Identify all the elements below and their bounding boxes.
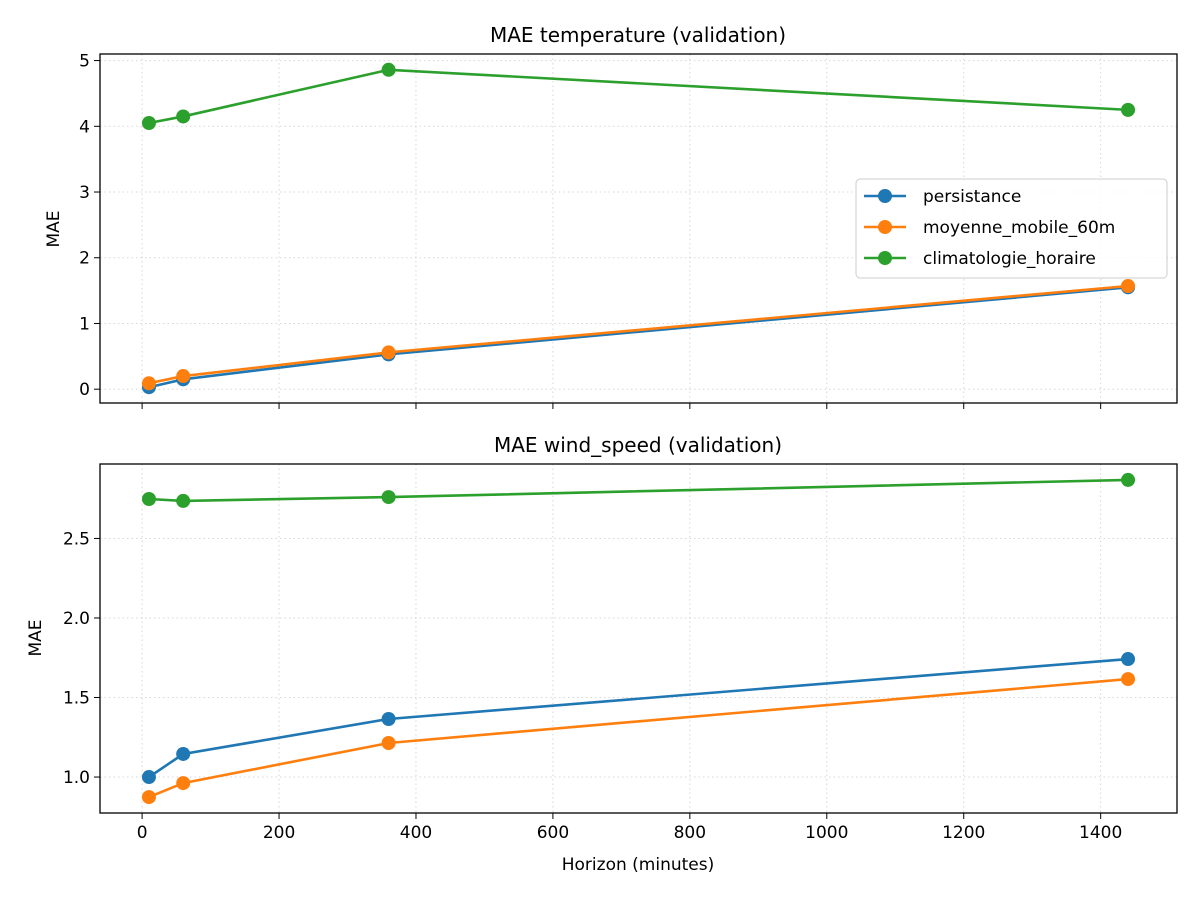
legend-label-persistance: persistance	[923, 187, 1021, 207]
wind-speed-point-moyenne-mobile-60m	[381, 736, 396, 751]
temperature-line-climatologie-horaire	[148, 68, 1129, 125]
temperature-ylabel: MAE	[44, 210, 64, 247]
legend-marker-persistance	[878, 189, 892, 203]
temperature-frame	[99, 53, 1178, 404]
temperature-ytick-label: 5	[79, 52, 90, 72]
wind-speed-point-persistance	[381, 711, 396, 726]
wind-speed-point-persistance	[176, 746, 191, 761]
wind-speed-frame	[99, 463, 1178, 814]
wind-speed-point-climatologie-horaire	[381, 490, 396, 505]
legend: persistance moyenne_mobile_60m climatologi…	[855, 178, 1168, 279]
temperature-title: MAE temperature (validation)	[490, 23, 786, 47]
wind-speed-xtick-label: 400	[400, 823, 432, 843]
wind-speed-ylabel: MAE	[26, 619, 46, 656]
temperature-ytick-label: 1	[79, 314, 90, 334]
temperature-point-climatologie-horaire	[141, 116, 156, 131]
temperature-axes: MAE temperature (validation) MAE 0 1 2 3 4 5 p…	[44, 23, 1178, 409]
wind-speed-xtick-label: 800	[674, 823, 706, 843]
wind-speed-point-climatologie-horaire	[141, 491, 156, 506]
wind-speed-xtick-label: 1400	[1079, 823, 1122, 843]
temperature-point-moyenne-mobile-60m	[1121, 279, 1136, 294]
wind-speed-ytick-label: 2.5	[63, 529, 90, 549]
wind-speed-xtick-label: 1200	[942, 823, 985, 843]
wind-speed-point-moyenne-mobile-60m	[176, 776, 191, 791]
temperature-point-moyenne-mobile-60m	[141, 376, 156, 391]
wind-speed-line-persistance	[148, 657, 1129, 779]
wind-speed-point-persistance	[141, 770, 156, 785]
legend-label-moyenne-mobile-60m: moyenne_mobile_60m	[923, 218, 1115, 238]
wind-speed-xtick-label: 200	[263, 823, 295, 843]
wind-speed-xtick-label: 0	[137, 823, 148, 843]
temperature-ytick-label: 0	[79, 380, 90, 400]
temperature-line-moyenne-mobile-60m	[148, 284, 1129, 385]
legend-box	[855, 178, 1168, 279]
wind-speed-point-persistance	[1121, 652, 1136, 667]
legend-marker-climatologie-horaire	[878, 251, 892, 265]
temperature-point-climatologie-horaire	[176, 109, 191, 124]
wind-speed-xtick-label: 1000	[805, 823, 848, 843]
wind-speed-xlabel: Horizon (minutes)	[562, 855, 714, 875]
wind-speed-ytick-label: 1.0	[63, 768, 90, 788]
wind-speed-point-climatologie-horaire	[1121, 472, 1136, 487]
temperature-point-climatologie-horaire	[1121, 102, 1136, 117]
temperature-point-moyenne-mobile-60m	[381, 345, 396, 360]
wind-speed-line-moyenne-mobile-60m	[148, 677, 1129, 799]
wind-speed-axes: MAE wind_speed (validation) MAE Horizon …	[26, 433, 1178, 875]
wind-speed-point-climatologie-horaire	[176, 493, 191, 508]
wind-speed-title: MAE wind_speed (validation)	[494, 433, 782, 457]
legend-marker-moyenne-mobile-60m	[878, 220, 892, 234]
wind-speed-ytick-label: 1.5	[63, 689, 90, 709]
temperature-point-moyenne-mobile-60m	[176, 369, 191, 384]
legend-label-climatologie-horaire: climatologie_horaire	[923, 249, 1096, 269]
temperature-ytick-label: 2	[79, 249, 90, 269]
temperature-line-persistance	[148, 286, 1129, 389]
wind-speed-point-moyenne-mobile-60m	[141, 790, 156, 805]
wind-speed-point-moyenne-mobile-60m	[1121, 672, 1136, 687]
temperature-ytick-label: 4	[79, 117, 90, 137]
wind-speed-ytick-label: 2.0	[63, 609, 90, 629]
temperature-point-climatologie-horaire	[381, 62, 396, 77]
temperature-ytick-label: 3	[79, 183, 90, 203]
wind-speed-line-climatologie-horaire	[148, 478, 1129, 503]
wind-speed-xtick-label: 600	[537, 823, 569, 843]
